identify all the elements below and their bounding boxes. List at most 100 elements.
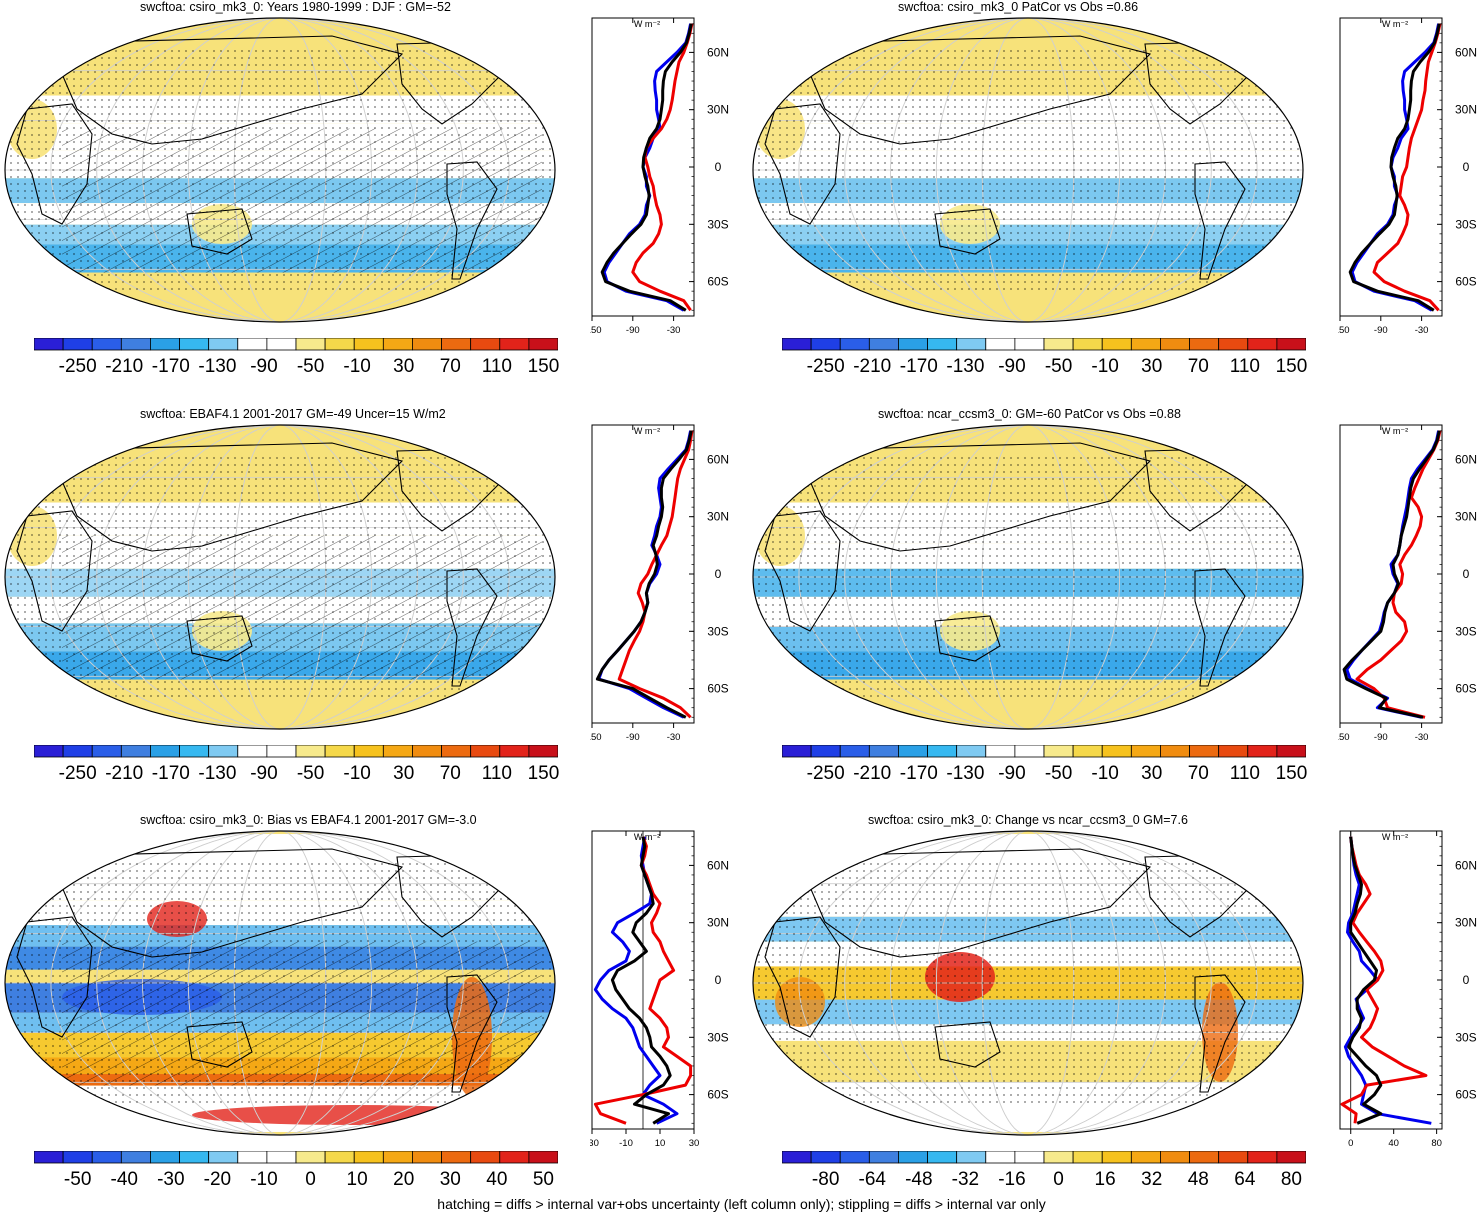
colorbar-label: -90: [250, 763, 278, 784]
map-title: swcftoa: csiro_mk3_0 PatCor vs Obs =0.86: [898, 0, 1139, 14]
colorbar-labels: -250 -210 -170 -130 -90 -50 -10 30 70 110 150: [34, 763, 560, 785]
colorbar-label: -10: [343, 763, 371, 784]
colorbar-label: -130: [198, 356, 237, 377]
panel-1: swcftoa: csiro_mk3_0: Years 1980-1999 : …: [0, 0, 740, 405]
colorbar-label: -250: [806, 356, 845, 377]
colorbar-labels: -50 -40 -30 -20 -10 0 10 20 30 40 50: [34, 1169, 558, 1191]
zonal-mean-profile: W m⁻² 60N 30N 0 30S 60S -150 -90 -30: [1338, 17, 1477, 336]
continent-outline: [1194, 568, 1246, 687]
continent-outline: [764, 916, 841, 1038]
colorbar-swatch: [34, 338, 64, 351]
x-tick-label: 40: [1388, 1138, 1399, 1149]
colorbar-label: 70: [439, 763, 461, 784]
lat-tick-label: 30S: [707, 624, 728, 638]
colorbar-label: 0: [1053, 1169, 1064, 1190]
colorbar-swatch: [382, 1151, 413, 1164]
colorbar-swatch: [324, 338, 355, 351]
lat-tick-label: 30N: [707, 103, 729, 117]
colorbar-label: -210: [853, 763, 892, 784]
panel-6: swcftoa: csiro_mk3_0: Change vs ncar_ccs…: [748, 813, 1483, 1218]
colorbar-label: -10: [1091, 356, 1119, 377]
colorbar-label: -64: [858, 1169, 886, 1190]
lat-tick-label: 60S: [1455, 682, 1476, 696]
hatching-overlay: [62, 128, 542, 273]
continent-outline: [446, 568, 498, 687]
colorbar-swatch: [150, 338, 180, 351]
colorbar-label: -40: [110, 1169, 138, 1190]
profile-series-black: [600, 23, 693, 312]
lat-tick-label: 30N: [1455, 103, 1477, 117]
map-title: swcftoa: csiro_mk3_0: Change vs ncar_ccs…: [868, 813, 1188, 827]
panel-2: swcftoa: csiro_mk3_0 PatCor vs Obs =0.86…: [748, 0, 1483, 405]
continent-outline: [446, 161, 498, 280]
panel-5: swcftoa: csiro_mk3_0: Bias vs EBAF4.1 20…: [0, 813, 740, 1218]
profile-frame: [1339, 424, 1443, 724]
colorbar-label: 30: [393, 356, 415, 377]
colorbar-swatch: [839, 1151, 870, 1164]
colorbar-swatch: [868, 745, 899, 758]
zonal-mean-profile: W m⁻² 60N 30N 0 30S 60S -150 -90 -30: [590, 424, 729, 743]
profile-series-red: [1340, 836, 1428, 1124]
colorbar-swatch: [266, 745, 297, 758]
colorbar-label: -32: [951, 1169, 980, 1190]
stippling-overlay: [753, 452, 1303, 702]
colorbar-label: 110: [481, 763, 513, 784]
colorbar-label: 16: [1094, 1169, 1116, 1190]
colorbar-swatch: [353, 1151, 384, 1164]
continent-outline: [809, 442, 1152, 552]
lat-tick-label: 0: [1463, 567, 1470, 581]
colorbar-swatch: [898, 338, 928, 351]
colorbar-swatch: [782, 745, 812, 758]
map-title: swcftoa: csiro_mk3_0: Years 1980-1999 : …: [140, 0, 451, 14]
anomaly-region: [192, 1105, 512, 1125]
colorbar-label: 110: [481, 356, 513, 377]
colorbar-swatch: [1072, 1151, 1103, 1164]
colorbar-swatch: [1014, 338, 1045, 351]
world-map: [4, 17, 556, 323]
colorbar-label: -30: [157, 1169, 185, 1190]
map-title: swcftoa: EBAF4.1 2001-2017 GM=-49 Uncer=…: [140, 407, 446, 421]
profile-series-black: [1348, 23, 1441, 312]
colorbar-swatch: [868, 1151, 899, 1164]
colorbar-label: -90: [250, 356, 278, 377]
colorbar-swatch: [412, 745, 442, 758]
x-tick-label: 10: [655, 1138, 666, 1149]
colorbar-swatch: [956, 745, 987, 758]
colorbar-label: 30: [1141, 356, 1163, 377]
x-tick-label: -10: [619, 1138, 633, 1149]
lat-tick-label: 60N: [707, 45, 729, 59]
x-tick-label: -90: [1374, 325, 1388, 336]
colorbar-swatch: [1160, 338, 1190, 351]
colorbar-label: -10: [343, 356, 371, 377]
colorbar-swatch: [499, 338, 530, 351]
lat-tick-label: 30S: [707, 217, 728, 231]
x-tick-label: -30: [667, 325, 681, 336]
colorbar-swatch: [120, 338, 151, 351]
colorbar-swatch: [1072, 745, 1103, 758]
continent-outline: [809, 848, 1152, 958]
colorbar-swatch: [208, 1151, 239, 1164]
colorbar-label: 110: [1229, 763, 1261, 784]
continent-outline: [809, 35, 1152, 145]
colorbar-label: 32: [1141, 1169, 1163, 1190]
colorbar-swatch: [528, 745, 558, 758]
colorbar-swatch: [91, 745, 122, 758]
colorbar-label: -50: [63, 1169, 92, 1190]
colorbar-label: 30: [1141, 763, 1163, 784]
colorbar-label: 150: [1275, 763, 1308, 784]
colorbar: [782, 745, 1306, 758]
colorbar-swatch: [839, 745, 870, 758]
colorbar-swatch: [927, 338, 958, 351]
colorbar-label: 64: [1234, 1169, 1256, 1190]
colorbar-swatch: [927, 1151, 958, 1164]
world-map: [4, 830, 556, 1136]
colorbar-label: -170: [151, 763, 190, 784]
colorbar-swatch: [470, 338, 501, 351]
continent-outline: [1194, 161, 1246, 280]
colorbar-label: -80: [811, 1169, 840, 1190]
x-tick-label: 30: [689, 1138, 700, 1149]
colorbar-label: -16: [998, 1169, 1026, 1190]
colorbar-label: 48: [1187, 1169, 1209, 1190]
continent-outline: [61, 442, 404, 552]
x-tick-label: -90: [1374, 732, 1388, 743]
